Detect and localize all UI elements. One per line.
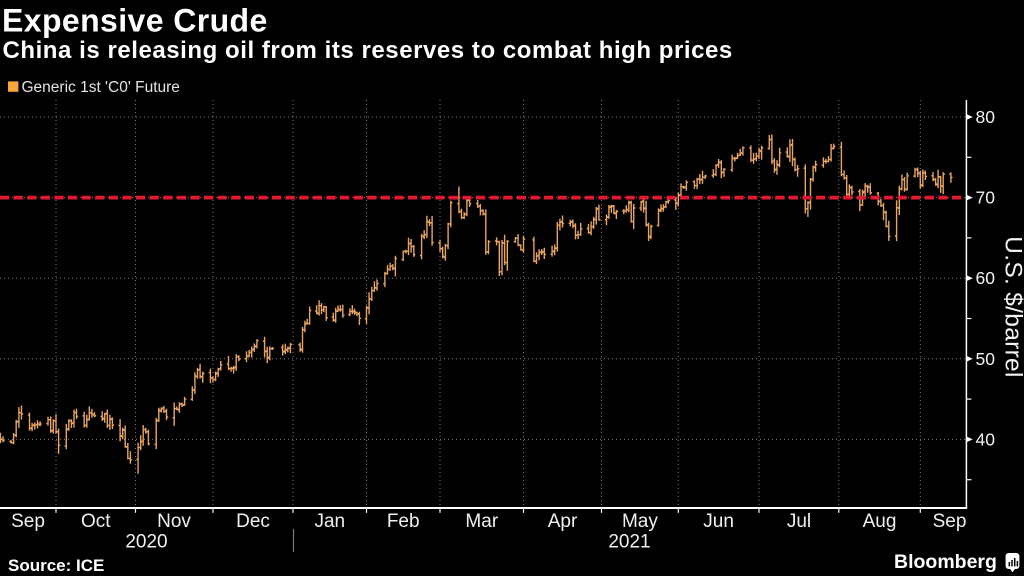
svg-text:Oct: Oct <box>81 511 111 532</box>
svg-text:Jul: Jul <box>787 511 811 532</box>
svg-text:Nov: Nov <box>157 511 191 532</box>
svg-text:Sep: Sep <box>11 511 45 532</box>
svg-text:2020: 2020 <box>125 532 167 553</box>
svg-text:Feb: Feb <box>387 511 420 532</box>
svg-text:Dec: Dec <box>236 511 270 532</box>
svg-text:40: 40 <box>976 429 996 449</box>
svg-text:Aug: Aug <box>863 511 897 532</box>
svg-text:May: May <box>622 511 658 532</box>
svg-text:Expensive Crude: Expensive Crude <box>2 3 268 39</box>
svg-text:80: 80 <box>976 107 996 127</box>
svg-text:China is releasing oil from it: China is releasing oil from its reserves… <box>3 37 733 64</box>
svg-text:Source: ICE: Source: ICE <box>8 556 104 575</box>
svg-text:Bloomberg: Bloomberg <box>894 551 997 573</box>
svg-text:Mar: Mar <box>465 511 498 532</box>
svg-text:2021: 2021 <box>608 532 650 553</box>
svg-text:Sep: Sep <box>933 511 967 532</box>
svg-text:60: 60 <box>976 268 996 288</box>
svg-text:Apr: Apr <box>548 511 578 532</box>
svg-text:70: 70 <box>976 188 996 208</box>
svg-text:50: 50 <box>976 349 996 369</box>
svg-text:Jan: Jan <box>314 511 345 532</box>
svg-text:U.S. $/barrel: U.S. $/barrel <box>1000 236 1024 377</box>
svg-text:Jun: Jun <box>703 511 734 532</box>
svg-text:Generic 1st 'C0' Future: Generic 1st 'C0' Future <box>22 79 180 96</box>
